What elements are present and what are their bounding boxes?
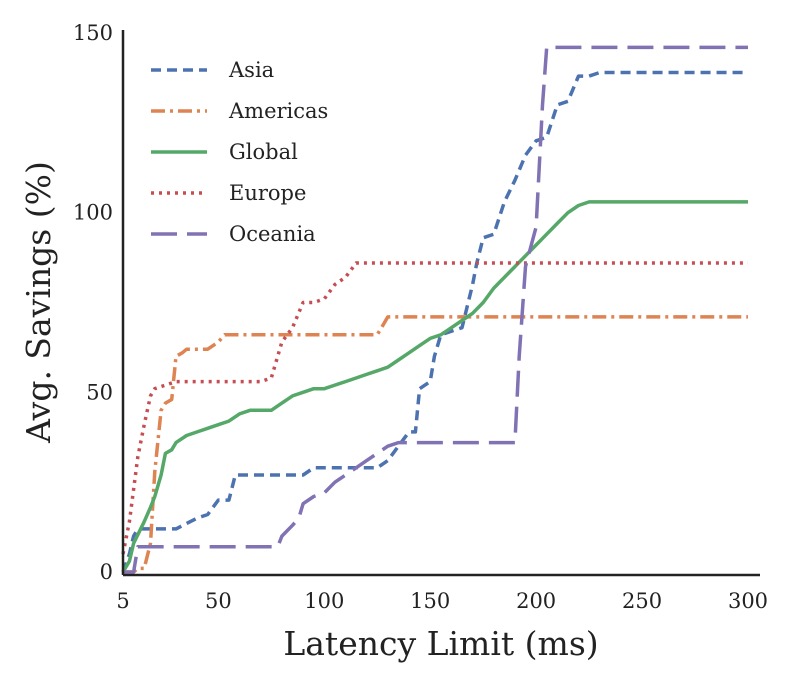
legend-label: Global [229,140,298,164]
legend-label: Europe [229,181,306,205]
x-tick-label: 150 [410,589,450,613]
y-tick-label: 100 [73,201,113,225]
legend-item-oceania: Oceania [151,222,316,246]
legend: Asia Americas Global Europe Oceania [151,58,328,246]
x-ticks: 5 50 100 150 200 250 300 [116,589,768,613]
legend-label: Oceania [229,222,316,246]
x-tick-label: 5 [116,589,129,613]
legend-item-global: Global [151,140,298,164]
x-tick-label: 200 [516,589,556,613]
series-line-europe [121,261,748,555]
y-axis-title: Avg. Savings (%) [19,161,58,444]
series-line-global [121,200,748,573]
legend-item-americas: Americas [151,99,328,123]
legend-item-europe: Europe [151,181,306,205]
legend-item-asia: Asia [151,58,274,82]
series-line-americas [123,315,748,574]
y-ticks: 0 50 100 150 [73,21,113,584]
legend-label: Asia [228,58,274,82]
series-line-oceania [123,45,748,574]
legend-label: Americas [228,99,328,123]
x-tick-label: 50 [205,589,232,613]
x-axis-title: Latency Limit (ms) [283,624,598,663]
x-tick-label: 250 [622,589,662,613]
x-tick-label: 300 [728,589,768,613]
plot-lines [121,45,748,574]
y-tick-label: 0 [100,560,113,584]
axes [121,30,760,577]
x-tick-label: 100 [304,589,344,613]
y-tick-label: 150 [73,21,113,45]
series-line-asia [121,70,748,573]
y-tick-label: 50 [86,380,113,404]
